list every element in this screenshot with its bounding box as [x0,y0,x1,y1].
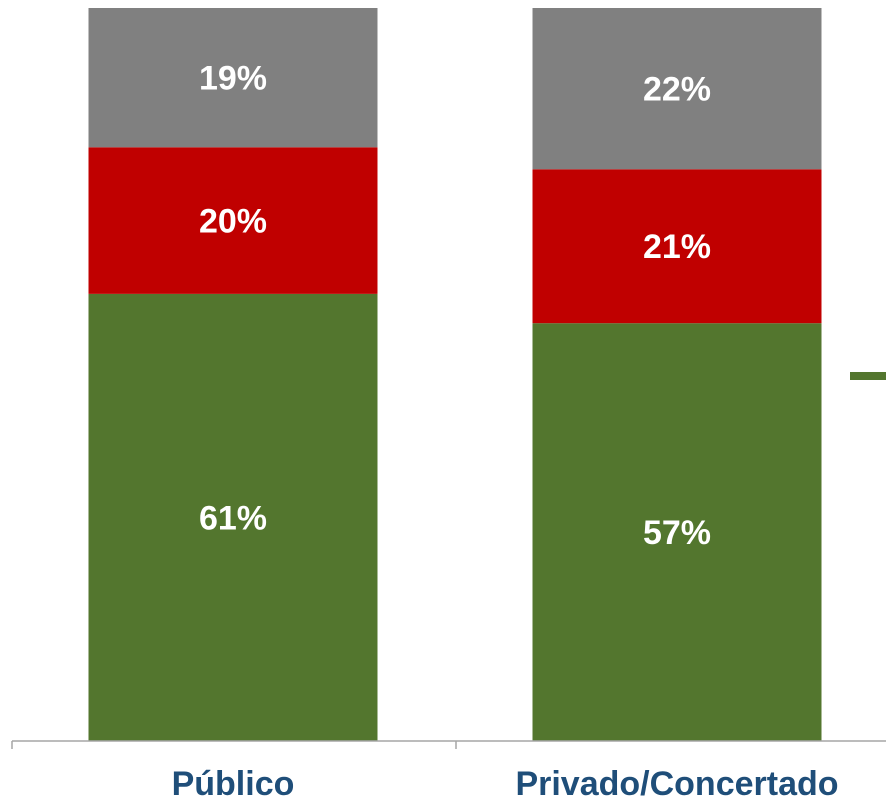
bars-group [88,8,822,741]
bar-segment-0-1 [88,147,378,294]
value-label-1-1: 21% [643,228,711,266]
bar-segment-0-0 [88,293,378,741]
bar-segment-1-1 [532,169,822,324]
legend-marker [850,372,886,380]
value-label-0-2: 19% [199,60,267,98]
value-label-0-1: 20% [199,203,267,241]
category-label-privado-concertado: Privado/Concertado [515,765,838,803]
bar-segment-0-2 [88,8,378,148]
bar-segment-1-0 [532,323,822,741]
value-labels-group: 61% 20% 19% 57% 21% 22% [199,60,711,552]
category-labels-group: Público Privado/Concertado [172,765,839,803]
value-label-0-0: 61% [199,499,267,537]
category-label-publico: Público [172,765,295,803]
value-label-1-0: 57% [643,514,711,552]
bar-segment-1-2 [532,8,822,170]
value-label-1-2: 22% [643,71,711,109]
